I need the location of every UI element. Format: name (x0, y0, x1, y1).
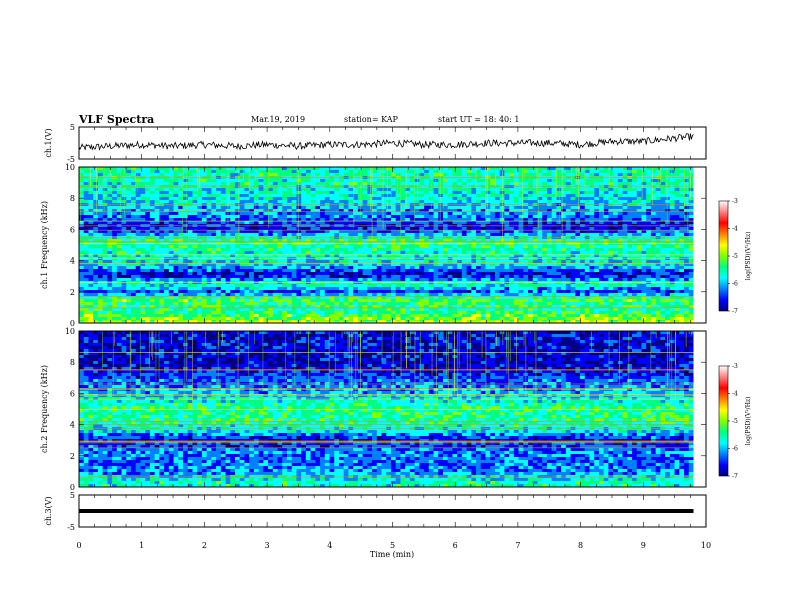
colorbar-tick-label: -5 (732, 418, 738, 425)
colorbar-tick-label: -4 (732, 226, 738, 233)
x-tick-label: 5 (390, 541, 395, 550)
x-tick-label: 4 (327, 541, 332, 550)
ch3-waveform-ylabel: ch.3(V) (44, 496, 53, 525)
ch1-spectrogram-ylabel: ch.1 Frequency (kHz) (40, 201, 49, 289)
y-tick-label: 10 (65, 327, 75, 336)
colorbar-tick-label: -7 (732, 308, 738, 315)
y-tick-label: 8 (70, 194, 75, 203)
start-time-label: start UT = 18: 40: 1 (438, 115, 519, 124)
figure-title: VLF Spectra (78, 113, 154, 126)
y-tick-label: 5 (70, 123, 75, 132)
x-tick-label: 9 (641, 541, 646, 550)
x-tick-label: 2 (202, 541, 207, 550)
station-label: station= KAP (344, 115, 399, 124)
x-tick-label: 0 (76, 541, 81, 550)
x-tick-label: 7 (515, 541, 520, 550)
y-tick-label: 6 (70, 389, 75, 398)
y-tick-label: 4 (70, 257, 75, 266)
x-tick-label: 10 (701, 541, 711, 550)
y-tick-label: 6 (70, 225, 75, 234)
ch2-spectrogram-panel (79, 331, 706, 487)
colorbar-tick-label: -3 (732, 198, 738, 205)
colorbar-tick-label: -5 (732, 253, 738, 260)
y-tick-label: 2 (70, 288, 75, 297)
colorbar-tick-label: -4 (732, 391, 738, 398)
x-tick-label: 6 (453, 541, 458, 550)
ch1-waveform-ylabel: ch.1(V) (44, 128, 53, 157)
ch2-spectrogram-ylabel: ch.2 Frequency (kHz) (40, 365, 49, 453)
colorbar-tick-label: -6 (732, 281, 738, 288)
y-tick-label: 10 (65, 163, 75, 172)
ch1-spectrogram-image (79, 167, 706, 323)
ch2-colorbar: -3 -4 -5 -6 -7 log(PSD)(V²/Hz) (719, 363, 752, 480)
colorbar-gradient (719, 201, 728, 311)
colorbar-label: log(PSD)(V²/Hz) (745, 397, 752, 446)
colorbar-label: log(PSD)(V²/Hz) (745, 232, 752, 281)
x-tick-label: 3 (265, 541, 270, 550)
y-tick-label: -5 (67, 523, 75, 532)
colorbar-gradient (719, 366, 728, 476)
colorbar-tick-label: -3 (732, 363, 738, 370)
x-tick-label: 1 (139, 541, 144, 550)
ch1-colorbar: -3 -4 -5 -6 -7 log(PSD)(V²/Hz) (719, 198, 752, 315)
y-tick-label: 2 (70, 452, 75, 461)
x-tick-label: 8 (578, 541, 583, 550)
y-tick-label: 4 (70, 421, 75, 430)
y-tick-label: 8 (70, 358, 75, 367)
colorbar-tick-label: -7 (732, 473, 738, 480)
y-tick-label: 5 (70, 491, 75, 500)
x-axis-label: Time (min) (370, 550, 414, 559)
ch1-spectrogram-panel (79, 167, 706, 323)
colorbar-tick-label: -6 (732, 446, 738, 453)
ch2-spectrogram-image (79, 331, 706, 487)
date-label: Mar.19, 2019 (251, 115, 305, 124)
